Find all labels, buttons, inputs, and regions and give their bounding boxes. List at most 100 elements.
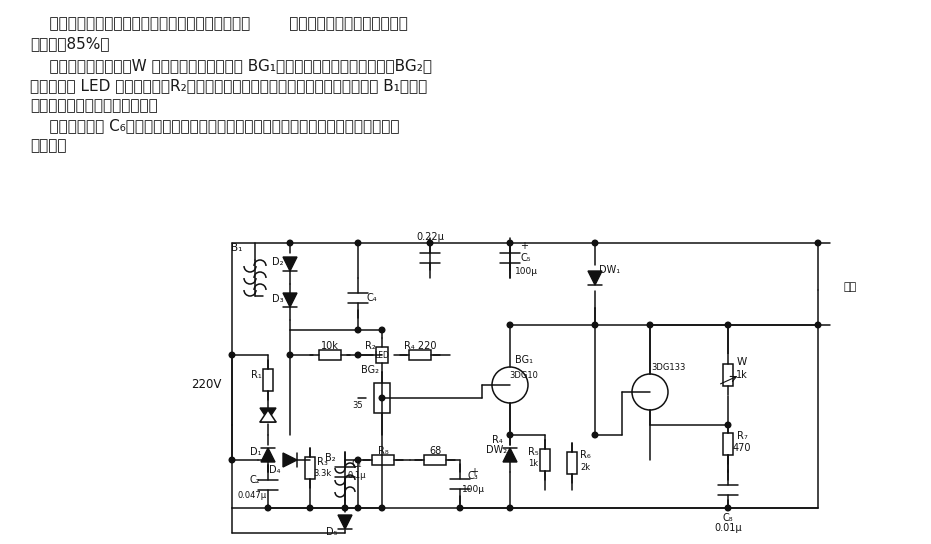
Circle shape <box>816 322 821 328</box>
Text: 35: 35 <box>353 400 363 410</box>
Circle shape <box>592 240 598 246</box>
Circle shape <box>307 505 313 511</box>
Text: C₄: C₄ <box>367 293 377 303</box>
Text: D₄: D₄ <box>269 465 281 475</box>
Bar <box>319 350 341 360</box>
Circle shape <box>592 432 598 438</box>
Text: 0.01μ: 0.01μ <box>714 523 742 533</box>
Text: C₅: C₅ <box>520 253 532 263</box>
Text: D₅: D₅ <box>326 527 338 537</box>
Bar <box>540 449 550 471</box>
Bar <box>567 452 577 474</box>
Circle shape <box>356 505 361 511</box>
Circle shape <box>592 322 598 328</box>
Circle shape <box>356 240 361 246</box>
Text: B₁: B₁ <box>231 243 243 253</box>
Bar <box>723 364 733 386</box>
Text: R₃: R₃ <box>317 457 328 467</box>
Text: R₈: R₈ <box>378 446 388 456</box>
Text: 输出: 输出 <box>843 282 857 292</box>
Text: 220V: 220V <box>192 379 222 392</box>
Text: R₇: R₇ <box>736 431 748 441</box>
Text: R₂: R₂ <box>365 341 375 351</box>
Text: 3.3k: 3.3k <box>313 469 331 479</box>
Text: R₄: R₄ <box>492 435 503 445</box>
Text: 次级电压降低，输出电压下降。: 次级电压降低，输出电压下降。 <box>30 98 157 113</box>
Bar <box>376 347 388 363</box>
Text: DW₂: DW₂ <box>486 445 507 455</box>
Circle shape <box>343 505 348 511</box>
Bar <box>424 455 446 465</box>
Circle shape <box>507 240 513 246</box>
Text: 本电路设置了 C₆，可改善轻负载时输出电路的过渡时间常数增大而引起相位滞后的不: 本电路设置了 C₆，可改善轻负载时输出电路的过渡时间常数增大而引起相位滞后的不 <box>30 118 399 133</box>
Text: R₅: R₅ <box>528 447 538 457</box>
Text: 1k: 1k <box>736 370 748 380</box>
Text: 100μ: 100μ <box>462 485 484 493</box>
Bar <box>409 350 431 360</box>
Circle shape <box>725 505 731 511</box>
Text: +: + <box>470 467 478 477</box>
Circle shape <box>816 240 821 246</box>
Text: 3DG10: 3DG10 <box>509 370 538 380</box>
Circle shape <box>379 327 385 333</box>
Circle shape <box>356 327 361 333</box>
Text: C₈: C₈ <box>722 513 734 523</box>
Text: 100μ: 100μ <box>515 267 537 275</box>
Bar <box>372 455 394 465</box>
Bar <box>263 369 273 391</box>
Text: B₂: B₂ <box>325 453 335 463</box>
Bar <box>374 383 390 413</box>
Polygon shape <box>283 257 297 271</box>
Text: 0.1μ: 0.1μ <box>348 472 366 480</box>
Circle shape <box>507 322 513 328</box>
Text: 0.047μ: 0.047μ <box>237 491 266 499</box>
Text: C₃: C₃ <box>467 471 479 481</box>
Circle shape <box>457 505 463 511</box>
Text: 效率可达85%。: 效率可达85%。 <box>30 36 110 51</box>
Text: BG₁: BG₁ <box>515 355 533 365</box>
Circle shape <box>229 457 235 463</box>
Polygon shape <box>588 271 602 285</box>
Text: 0.22μ: 0.22μ <box>416 232 444 242</box>
Text: D₁: D₁ <box>250 447 262 457</box>
Polygon shape <box>260 408 276 420</box>
Text: 在某些场合，需要低功耗的线性可调直流电源。图        所示电路可获得线性调节，其: 在某些场合，需要低功耗的线性可调直流电源。图 所示电路可获得线性调节，其 <box>30 16 408 31</box>
Circle shape <box>379 395 385 401</box>
Circle shape <box>647 322 653 328</box>
Circle shape <box>356 457 361 463</box>
Text: 3DG133: 3DG133 <box>651 363 685 373</box>
Polygon shape <box>283 293 297 307</box>
Text: 当输出电压升高时，W 中心点的电位升高，而 BG₁集电极电流增大，电位下降。BG₂集: 当输出电压升高时，W 中心点的电位升高，而 BG₁集电极电流增大，电位下降。BG… <box>30 58 432 73</box>
Circle shape <box>229 352 235 358</box>
Text: 稳定性。: 稳定性。 <box>30 138 66 153</box>
Text: 电极电流和 LED 的电流减小，R₂的阻值增大，双向可控硬触发脉冲后移，变压器 B₁初级和: 电极电流和 LED 的电流减小，R₂的阻值增大，双向可控硬触发脉冲后移，变压器 … <box>30 78 427 93</box>
Circle shape <box>725 322 731 328</box>
Text: R₄ 220: R₄ 220 <box>404 341 437 351</box>
Text: R₆: R₆ <box>580 450 590 460</box>
Text: DW₁: DW₁ <box>600 265 621 275</box>
Circle shape <box>427 240 433 246</box>
Bar <box>305 457 315 479</box>
Polygon shape <box>261 448 275 462</box>
Text: C₂: C₂ <box>250 475 261 485</box>
Circle shape <box>287 352 293 358</box>
Text: 10k: 10k <box>321 341 339 351</box>
Text: +: + <box>520 241 528 251</box>
Text: D₂: D₂ <box>272 257 284 267</box>
Text: LED: LED <box>374 350 389 360</box>
Circle shape <box>287 240 293 246</box>
Circle shape <box>507 432 513 438</box>
Bar <box>723 433 733 455</box>
Circle shape <box>725 422 731 428</box>
Polygon shape <box>283 453 297 467</box>
Polygon shape <box>338 515 352 529</box>
Text: D₃: D₃ <box>272 294 284 304</box>
Circle shape <box>356 352 361 358</box>
Circle shape <box>265 505 271 511</box>
Circle shape <box>379 505 385 511</box>
Text: W: W <box>736 357 747 367</box>
Text: 68: 68 <box>429 446 441 456</box>
Text: R₁: R₁ <box>250 370 262 380</box>
Polygon shape <box>260 410 276 422</box>
Polygon shape <box>503 448 517 462</box>
